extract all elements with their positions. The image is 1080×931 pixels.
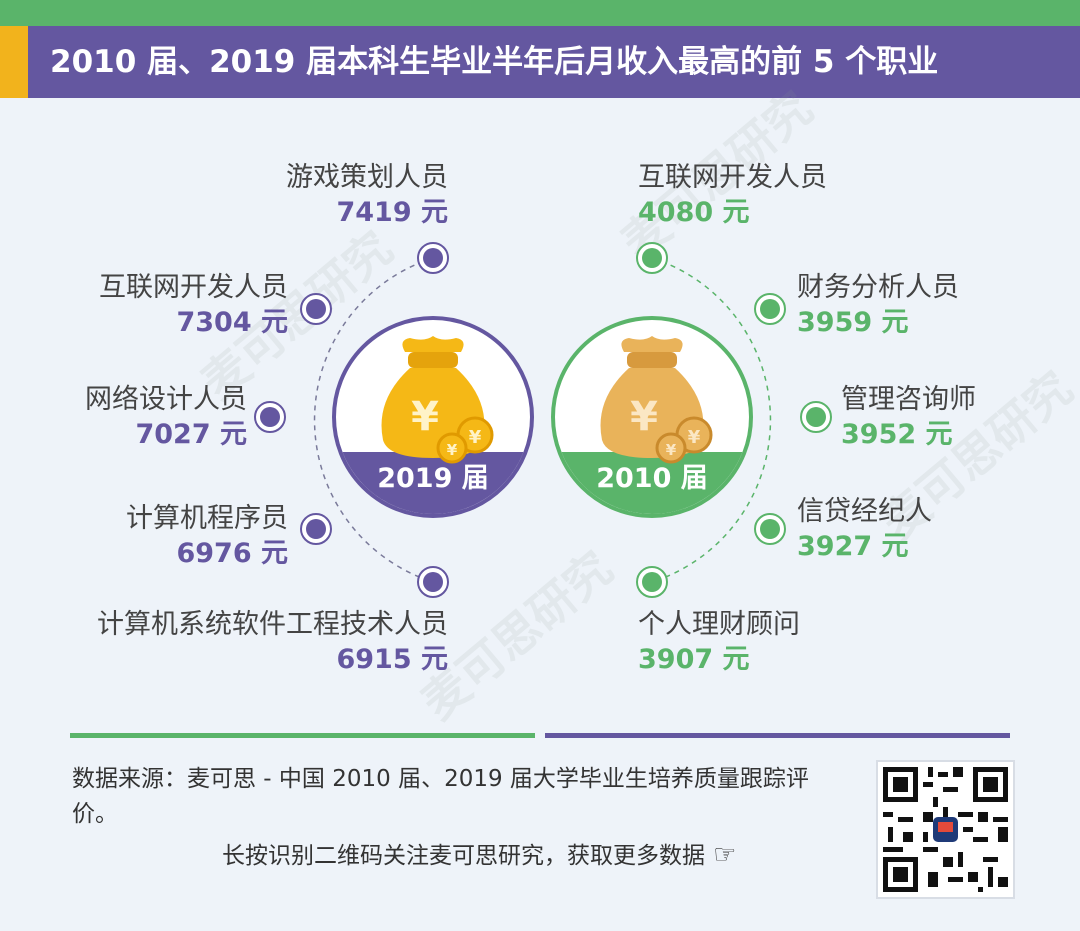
svg-text:¥: ¥ <box>666 441 677 459</box>
svg-text:¥: ¥ <box>411 394 439 440</box>
income-value: 4080 元 <box>638 197 750 228</box>
occupation-name: 互联网开发人员 <box>638 162 827 193</box>
income-value: 3959 元 <box>797 307 909 338</box>
svg-text:¥: ¥ <box>630 394 658 440</box>
left-item: 计算机系统软件工程技术人员 6915 元 <box>97 608 448 678</box>
occupation-name: 信贷经纪人 <box>797 496 932 527</box>
header-accent <box>0 26 28 98</box>
marker-dot-icon <box>254 401 286 433</box>
income-value: 7027 元 <box>135 419 247 450</box>
occupation-name: 计算机程序员 <box>126 503 288 534</box>
left-item: 网络设计人员 7027 元 <box>85 383 247 453</box>
occupation-name: 网络设计人员 <box>85 384 247 415</box>
qr-pattern-icon <box>878 762 1013 897</box>
qr-call-to-action: 长按识别二维码关注麦可思研究，获取更多数据 ☞ <box>222 838 736 874</box>
marker-dot-icon <box>754 513 786 545</box>
page-title: 2010 届、2019 届本科生毕业半年后月收入最高的前 5 个职业 <box>50 44 939 80</box>
qr-code[interactable] <box>876 760 1015 899</box>
occupation-name: 计算机系统软件工程技术人员 <box>97 609 448 640</box>
income-value: 7419 元 <box>336 197 448 228</box>
occupation-name: 财务分析人员 <box>797 272 959 303</box>
left-item: 游戏策划人员 7419 元 <box>286 161 448 231</box>
svg-text:¥: ¥ <box>447 441 458 459</box>
data-source: 数据来源：麦可思 - 中国 2010 届、2019 届大学毕业生培养质量跟踪评价… <box>72 766 809 827</box>
badge-2010: 2010 届 <box>596 463 708 494</box>
marker-dot-icon <box>800 401 832 433</box>
marker-dot-icon <box>754 293 786 325</box>
money-bag-2010-icon: ¥ ¥ ¥ <box>551 316 753 518</box>
marker-dot-icon <box>417 566 449 598</box>
right-item: 财务分析人员 3959 元 <box>797 271 959 341</box>
income-value: 3907 元 <box>638 644 750 675</box>
divider-green <box>70 733 535 738</box>
income-value: 7304 元 <box>176 307 288 338</box>
svg-text:¥: ¥ <box>469 427 482 448</box>
income-value: 3927 元 <box>797 531 909 562</box>
occupation-name: 管理咨询师 <box>841 384 976 415</box>
income-value: 3952 元 <box>841 419 953 450</box>
marker-dot-icon <box>636 242 668 274</box>
left-item: 计算机程序员 6976 元 <box>126 502 288 572</box>
pointing-hand-icon: ☞ <box>713 840 737 870</box>
right-item: 信贷经纪人 3927 元 <box>797 495 932 565</box>
top-accent-bar <box>0 0 1080 26</box>
occupation-name: 游戏策划人员 <box>286 162 448 193</box>
right-item: 互联网开发人员 4080 元 <box>638 161 827 231</box>
marker-dot-icon <box>417 242 449 274</box>
income-value: 6915 元 <box>336 644 448 675</box>
right-item: 管理咨询师 3952 元 <box>841 383 976 453</box>
cta-text: 长按识别二维码关注麦可思研究，获取更多数据 <box>222 843 705 869</box>
header-bar <box>28 26 1080 98</box>
right-item: 个人理财顾问 3907 元 <box>638 608 800 678</box>
money-bag-2019-icon: ¥ ¥ ¥ <box>332 316 534 518</box>
svg-text:¥: ¥ <box>688 427 701 448</box>
marker-dot-icon <box>636 566 668 598</box>
badge-2019: 2019 届 <box>377 463 489 494</box>
marker-dot-icon <box>300 293 332 325</box>
income-value: 6976 元 <box>176 538 288 569</box>
marker-dot-icon <box>300 513 332 545</box>
occupation-name: 个人理财顾问 <box>638 609 800 640</box>
divider-purple <box>545 733 1010 738</box>
left-item: 互联网开发人员 7304 元 <box>99 271 288 341</box>
occupation-name: 互联网开发人员 <box>99 272 288 303</box>
